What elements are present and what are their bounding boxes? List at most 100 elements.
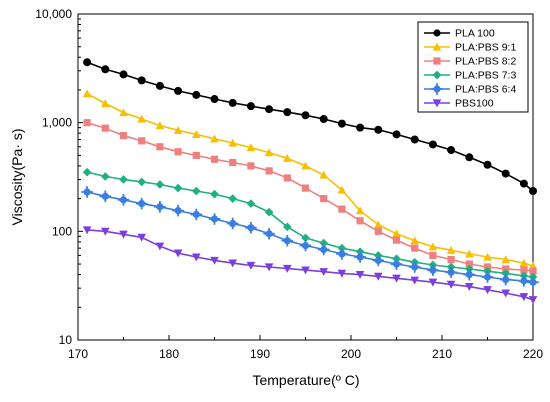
data-point (119, 108, 128, 117)
data-point (137, 76, 146, 85)
data-point (356, 123, 365, 132)
data-point (374, 125, 383, 134)
data-point (519, 258, 529, 267)
data-point (283, 108, 292, 117)
data-point (529, 187, 537, 196)
legend-label: PLA:PBS 9:1 (455, 42, 516, 54)
data-point (246, 143, 256, 152)
data-point (191, 186, 201, 196)
data-point (82, 167, 92, 177)
data-point (337, 269, 347, 278)
data-point (265, 167, 273, 175)
x-axis-label: Temperature(º C) (252, 372, 359, 388)
data-point (247, 162, 255, 170)
data-point (373, 220, 383, 229)
data-point (154, 201, 166, 213)
data-point (410, 236, 420, 245)
data-point (320, 195, 328, 203)
data-point (428, 140, 437, 149)
data-point (246, 261, 256, 270)
data-point (82, 89, 92, 98)
data-point (190, 208, 203, 221)
data-point (464, 249, 474, 258)
data-point (101, 65, 110, 74)
data-point (173, 126, 183, 134)
data-point (228, 259, 238, 268)
data-point (99, 190, 112, 203)
data-point (529, 267, 537, 275)
data-point (282, 153, 292, 162)
data-point (408, 261, 421, 273)
data-point (174, 86, 183, 95)
data-point (483, 160, 492, 169)
y-tick-label: 100 (52, 224, 72, 238)
legend-label: PLA:PBS 7:3 (455, 70, 516, 82)
ticks-layer: 170 180 190 200 210 220 10 100 1,000 10,000 (35, 7, 543, 361)
data-point (264, 263, 274, 272)
legend-label: PLA:PBS 6:4 (455, 84, 516, 96)
data-point (337, 119, 346, 128)
data-point (354, 251, 366, 263)
data-point (101, 124, 109, 132)
data-point (355, 206, 365, 215)
data-point (264, 207, 274, 217)
data-point (83, 119, 91, 127)
data-point (83, 58, 92, 67)
data-point (519, 293, 529, 302)
data-point (372, 254, 385, 267)
data-point (483, 266, 492, 276)
data-point (155, 121, 165, 130)
series-pbs100 (82, 226, 538, 304)
data-point (319, 170, 329, 179)
data-point (100, 172, 110, 181)
data-point (156, 143, 164, 151)
data-point (135, 197, 148, 210)
data-point (301, 111, 310, 120)
data-point (81, 186, 93, 198)
x-tick-label: 210 (432, 347, 452, 361)
legend-box (417, 21, 529, 113)
y-tick-label: 10,000 (35, 7, 72, 21)
data-point (210, 189, 219, 199)
data-point (282, 222, 292, 232)
data-point (264, 148, 274, 157)
data-point (501, 255, 511, 264)
data-point (301, 184, 310, 192)
data-point (336, 248, 348, 260)
legend: PLA 100 PLA:PBS 9:1 PLA:PBS 8:2 PLA:PBS 7:3… (417, 21, 529, 113)
data-point (210, 155, 219, 163)
data-point (117, 194, 130, 206)
data-point (410, 276, 420, 285)
data-point (337, 185, 347, 194)
data-point (173, 249, 183, 258)
data-point (265, 105, 274, 114)
data-point (392, 229, 401, 238)
data-point (392, 274, 401, 283)
data-point (527, 276, 539, 289)
data-point (411, 244, 419, 252)
data-point (119, 70, 128, 79)
data-point (447, 146, 456, 155)
data-point (428, 278, 438, 287)
data-point (317, 243, 330, 256)
data-point (501, 269, 511, 278)
data-point (356, 217, 364, 225)
data-point (192, 90, 201, 99)
data-point (465, 260, 473, 268)
y-axis-label: Viscosity(Pa· s) (9, 129, 25, 226)
legend-marker (433, 57, 441, 65)
data-point (502, 265, 510, 273)
data-point (281, 234, 294, 247)
data-point (445, 266, 457, 279)
data-point (319, 268, 329, 277)
legend-marker (432, 42, 442, 51)
legend-marker (432, 70, 442, 80)
x-tick-label: 180 (159, 347, 179, 361)
data-point (155, 81, 164, 90)
data-point (519, 179, 528, 188)
data-point (520, 266, 528, 274)
data-point (155, 180, 165, 189)
data-point (100, 227, 110, 236)
data-point (499, 273, 512, 286)
x-tick-label: 200 (341, 347, 361, 361)
